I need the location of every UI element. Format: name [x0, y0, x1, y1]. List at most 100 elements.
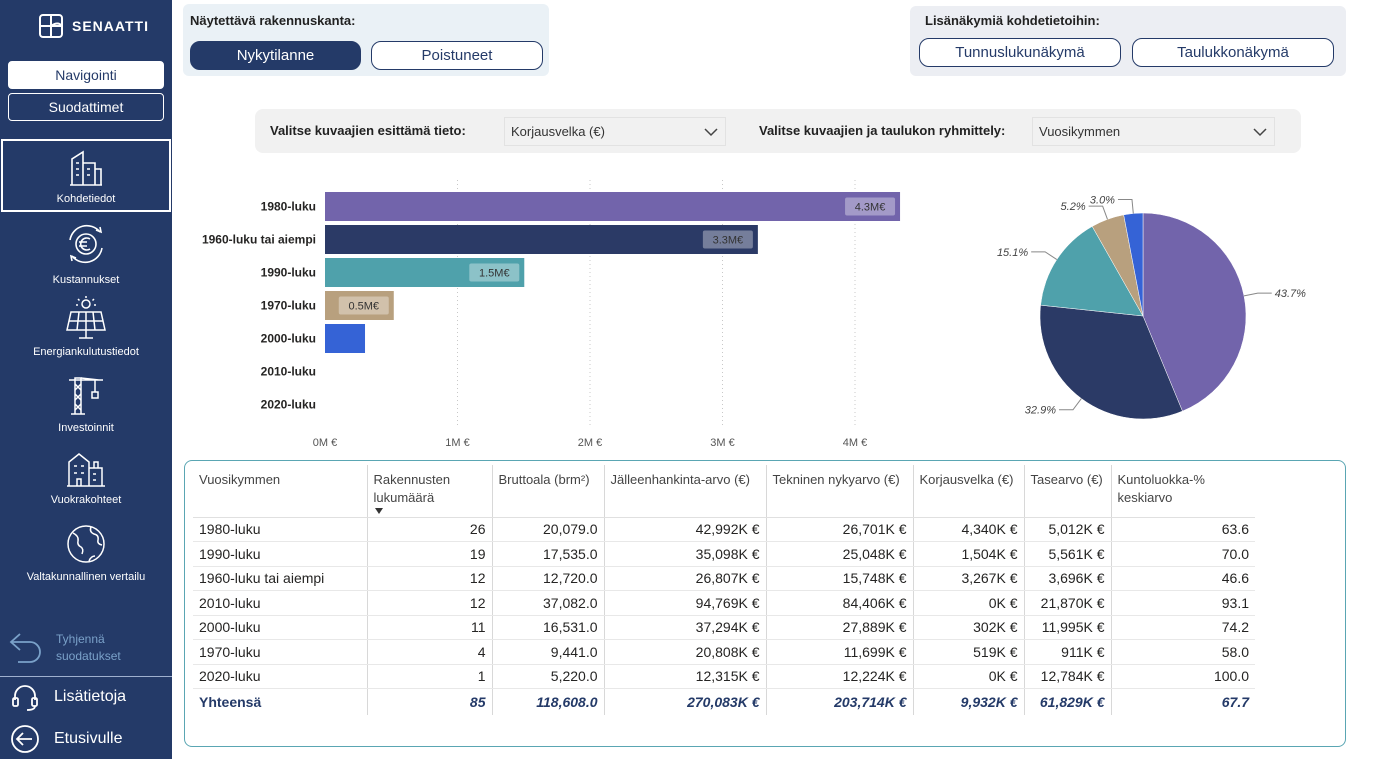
nav-item-valtakunnallinen-vertailu[interactable]: Valtakunnallinen vertailu: [0, 523, 172, 593]
data-label: 0.5M€: [348, 301, 379, 313]
table-cell-repair: 302K €: [913, 615, 1025, 640]
grouping-dropdown-value: Vuosikymmen: [1039, 124, 1121, 139]
table-total-row[interactable]: Yhteensä 85 118,608.0 270,083K €203,714K €9…: [193, 688, 1255, 715]
table-row[interactable]: 2020-luku 1 5,220.0 12,315K €12,224K €0K €1…: [193, 664, 1255, 689]
tunnuslukunakyma-button[interactable]: Tunnuslukunäkymä: [919, 38, 1121, 67]
pie-leader-line: [1031, 251, 1058, 260]
nav-label-valtakunnallinen-vertailu: Valtakunnallinen vertailu: [26, 571, 146, 583]
home-button[interactable]: Etusivulle: [10, 724, 122, 754]
table-cell-repair: 9,932K €: [913, 688, 1025, 715]
bar-chart: 0M € 1M € 2M € 3M € 4M € 1980-luku 4.3M€ 1960-l…: [202, 180, 901, 449]
grouping-dropdown[interactable]: Vuosikymmen: [1032, 117, 1275, 146]
table-cell-balance: 11,995K €: [1024, 615, 1112, 640]
table-row[interactable]: 1980-luku 26 20,079.0 42,992K €26,701K €4,3…: [193, 517, 1255, 542]
metric-dropdown-value: Korjausvelka (€): [511, 124, 605, 139]
header-rakennusten-lukumaara[interactable]: Rakennusten lukumäärä: [367, 465, 493, 518]
header-kuntoluokka-label: Kuntoluokka-% keskiarvo: [1117, 472, 1205, 505]
table-cell-replacement: 20,808K €: [604, 639, 767, 665]
pie-slice-label: 3.0%: [1090, 195, 1115, 207]
grouping-select-label: Valitse kuvaajien ja taulukon ryhmittely…: [759, 123, 1006, 138]
nav-item-energiankulutustiedot[interactable]: Energiankulutustiedot: [0, 296, 172, 366]
table-cell-technical: 27,889K €: [766, 615, 914, 640]
nykytilanne-button[interactable]: Nykytilanne: [190, 41, 361, 70]
x-tick-label: 3M €: [710, 437, 734, 449]
senaatti-logo: SENAATTI: [38, 12, 149, 40]
header-bruttoala[interactable]: Bruttoala (brm²): [492, 465, 605, 518]
navigation-button[interactable]: Navigointi: [8, 61, 164, 89]
table-row[interactable]: 1970-luku 4 9,441.0 20,808K €11,699K €519K …: [193, 639, 1255, 665]
category-label: 1990-luku: [261, 266, 316, 280]
data-label-background: [338, 296, 389, 315]
pie-slice-label: 32.9%: [1025, 405, 1056, 417]
table-cell-condition: 70.0: [1111, 541, 1255, 567]
category-label: 1980-luku: [261, 200, 316, 214]
table-row[interactable]: 2000-luku 11 16,531.0 37,294K €27,889K €302…: [193, 615, 1255, 640]
data-label-background: [469, 263, 520, 282]
table-cell-condition: 63.6: [1111, 517, 1255, 542]
header-korjausvelka[interactable]: Korjausvelka (€): [913, 465, 1025, 518]
metric-dropdown[interactable]: Korjausvelka (€): [504, 117, 726, 146]
undo-arrow-icon: [9, 633, 41, 663]
table-cell-replacement: 35,098K €: [604, 541, 767, 567]
building-stock-title: Näytettävä rakennuskanta:: [190, 13, 356, 28]
table-cell-balance: 911K €: [1024, 639, 1112, 665]
chevron-down-icon: [1253, 128, 1267, 137]
sort-descending-icon: [374, 507, 383, 514]
category-label: 1960-luku tai aiempi: [202, 233, 316, 247]
table-cell-technical: 25,048K €: [766, 541, 914, 567]
header-tekninen-nykyarvo[interactable]: Tekninen nykyarvo (€): [766, 465, 914, 518]
nav-label-energiankulutustiedot: Energiankulutustiedot: [33, 346, 139, 358]
table-cell-cat: Yhteensä: [193, 688, 368, 715]
table-cell-replacement: 12,315K €: [604, 664, 767, 689]
table-header-row: Vuosikymmen Rakennusten lukumäärä Brutto…: [193, 465, 1255, 518]
table-cell-repair: 519K €: [913, 639, 1025, 665]
poistuneet-button[interactable]: Poistuneet: [371, 41, 543, 70]
table-cell-count: 12: [367, 566, 493, 591]
nav-item-kustannukset[interactable]: Kustannukset: [0, 220, 172, 290]
x-tick-label: 1M €: [445, 437, 469, 449]
clear-filters-button[interactable]: Tyhjennä suodatukset: [8, 626, 168, 670]
table-cell-condition: 93.1: [1111, 590, 1255, 616]
globe-icon: [67, 525, 105, 563]
building-icon: [70, 150, 102, 186]
table-cell-technical: 11,699K €: [766, 639, 914, 665]
header-kuntoluokka[interactable]: Kuntoluokka-% keskiarvo: [1111, 465, 1255, 518]
table-cell-technical: 15,748K €: [766, 566, 914, 591]
table-cell-condition: 100.0: [1111, 664, 1255, 689]
header-tasearvo[interactable]: Tasearvo (€): [1024, 465, 1112, 518]
nav-item-vuokrakohteet[interactable]: Vuokrakohteet: [0, 448, 172, 518]
table-cell-technical: 203,714K €: [766, 688, 914, 715]
nav-item-investoinnit[interactable]: Investoinnit: [0, 372, 172, 442]
header-rakennusten-lukumaara-label: Rakennusten lukumäärä: [373, 472, 451, 505]
table-cell-balance: 12,784K €: [1024, 664, 1112, 689]
table-row[interactable]: 1990-luku 19 17,535.0 35,098K €25,048K €1,5…: [193, 541, 1255, 567]
header-vuosikymmen[interactable]: Vuosikymmen: [193, 465, 368, 518]
table-cell-count: 4: [367, 639, 493, 665]
table-cell-balance: 5,561K €: [1024, 541, 1112, 567]
pie-leader-line: [1058, 398, 1082, 411]
filters-button[interactable]: Suodattimet: [8, 93, 164, 121]
table-cell-balance: 5,012K €: [1024, 517, 1112, 542]
pie-leader-line: [1243, 292, 1272, 297]
data-table-container: Vuosikymmen Rakennusten lukumäärä Brutto…: [184, 460, 1346, 747]
senaatti-logo-icon: [39, 14, 63, 38]
nav-label-investoinnit: Investoinnit: [58, 422, 114, 434]
nav-item-kohdetiedot[interactable]: Kohdetiedot: [1, 139, 171, 212]
nav-label-kustannukset: Kustannukset: [52, 274, 120, 286]
info-button[interactable]: Lisätietoja: [10, 682, 126, 712]
bar: [325, 291, 394, 320]
pie-leader-line: [1088, 205, 1108, 220]
table-row[interactable]: 2010-luku 12 37,082.0 94,769K €84,406K €0K …: [193, 590, 1255, 616]
table-row[interactable]: 1960-luku tai aiempi 12 12,720.0 26,807K €1…: [193, 566, 1255, 591]
building-stock-panel: Näytettävä rakennuskanta: Nykytilanne Po…: [183, 4, 549, 76]
header-jalleenhankinta-arvo[interactable]: Jälleenhankinta-arvo (€): [604, 465, 767, 518]
taulukkonakyma-button[interactable]: Taulukkonäkymä: [1132, 38, 1334, 67]
data-table: Vuosikymmen Rakennusten lukumäärä Brutto…: [193, 465, 1255, 715]
table-cell-replacement: 42,992K €: [604, 517, 767, 542]
pie-slice: [1040, 226, 1144, 317]
category-label: 2000-luku: [261, 332, 316, 346]
chart-filter-bar: Valitse kuvaajien esittämä tieto: Korjau…: [255, 109, 1301, 153]
table-cell-repair: 4,340K €: [913, 517, 1025, 542]
bar: [325, 324, 366, 353]
info-label: Lisätietoja: [54, 688, 127, 705]
